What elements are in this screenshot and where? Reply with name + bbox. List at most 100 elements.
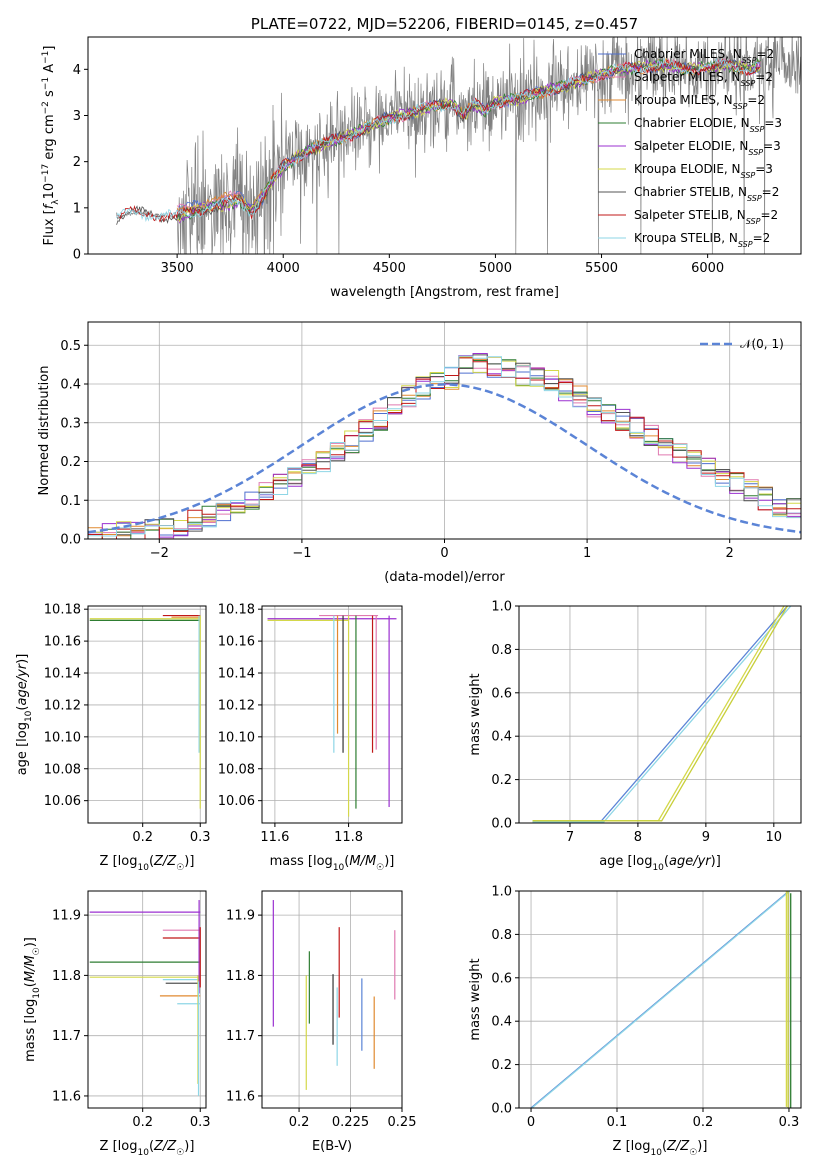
y-tick-label: 11.8 (52, 969, 81, 984)
x-axis-label: age [log10(age/yr)] (599, 854, 721, 873)
plot-area (519, 891, 801, 1108)
cumulative-line (785, 891, 789, 1107)
y-tick-label: 11.7 (52, 1029, 81, 1044)
legend-entry: Chabrier MILES, NSSP=2 (634, 47, 774, 65)
x-tick-label: 7 (566, 830, 574, 845)
y-tick-label: 11.8 (226, 969, 255, 984)
x-tick-label: 0 (527, 1115, 535, 1130)
histogram-step (88, 355, 801, 539)
y-tick-label: 10.18 (44, 603, 81, 618)
x-tick-label: 9 (702, 830, 710, 845)
cumulative-line (531, 891, 791, 1108)
x-tick-label: 2 (726, 546, 734, 561)
x-tick-label: 0.225 (332, 1115, 369, 1130)
x-tick-label: 4500 (373, 261, 406, 276)
y-tick-label: 0.0 (60, 533, 81, 548)
x-tick-label: 8 (634, 830, 642, 845)
y-tick-label: 2 (73, 155, 81, 170)
axes-frame (261, 890, 403, 1109)
chart-residuals: −2 −1 0 1 2 0.0 0.1 0.2 0.3 0.4 0.5 (data-model)/er… (37, 321, 802, 585)
y-tick-label: 0.6 (491, 971, 512, 986)
plot-area (519, 606, 801, 823)
axes-frame (87, 321, 802, 540)
chart-mass-vs-ebv: 0.2 0.225 0.25 11.6 11.7 11.8 11.9 E(B-V) (226, 890, 417, 1154)
axes-frame (518, 890, 802, 1109)
y-tick-label: 0.8 (491, 643, 512, 658)
y-tick-label: 0.8 (491, 928, 512, 943)
y-tick-label: 10.12 (218, 698, 255, 713)
plot-area (88, 606, 206, 823)
plot-area (116, 37, 801, 254)
axes-frame (87, 605, 207, 824)
cumulative-line (532, 606, 788, 823)
x-tick-label: 10 (766, 830, 783, 845)
y-tick-label: 0.0 (491, 1102, 512, 1117)
x-tick-label: 0 (440, 546, 448, 561)
x-tick-label: 3500 (161, 261, 194, 276)
chart-age-vs-mass: 11.6 11.8 10.06 10.08 10.10 10.12 10.14 10.16 10… (218, 603, 403, 873)
x-tick-label: 0.2 (132, 830, 153, 845)
axes-frame (87, 890, 207, 1109)
y-axis-label: mass weight (468, 673, 483, 755)
x-tick-label: 11.6 (260, 830, 289, 845)
x-tick-label: 6000 (691, 261, 724, 276)
y-tick-label: 10.08 (218, 762, 255, 777)
legend-entry: Chabrier ELODIE, NSSP=3 (634, 116, 782, 134)
y-tick-label: 0.3 (60, 416, 81, 431)
chart-spectrum: 3500 4000 4500 5000 5500 6000 0 1 2 3 4 PLATE=0722,… (41, 15, 802, 300)
x-axis-label: Z [log10(Z/Z☉)] (100, 854, 195, 873)
plot-area (262, 606, 402, 823)
normal-curve (88, 383, 801, 534)
y-tick-label: 0.1 (60, 494, 81, 509)
plot-area (88, 322, 801, 539)
x-axis-label: Z [log10(Z/Z☉)] (613, 1139, 708, 1158)
x-tick-label: 0.3 (779, 1115, 800, 1130)
y-tick-label: 10.18 (218, 603, 255, 618)
legend: Chabrier MILES, NSSP=2 Salpeter MILES, NS… (598, 47, 782, 249)
y-tick-label: 10.12 (44, 698, 81, 713)
y-tick-label: 1.0 (491, 885, 512, 900)
y-axis-label: Normed distribution (37, 366, 52, 496)
y-tick-label: 10.08 (44, 762, 81, 777)
x-tick-label: 5000 (479, 261, 512, 276)
model-line (116, 58, 760, 223)
legend-entry: Salpeter MILES, NSSP=2 (634, 70, 773, 88)
y-tick-label: 1 (73, 201, 81, 216)
chart-cum-mass-Z: 0 0.1 0.2 0.3 0.0 0.2 0.4 0.6 0.8 1.0 Z [log10(Z/Z… (468, 885, 802, 1158)
y-tick-label: 0.2 (60, 455, 81, 470)
observed-spectrum (116, 37, 801, 254)
y-tick-label: 11.7 (226, 1029, 255, 1044)
x-tick-label: 0.25 (388, 1115, 417, 1130)
chart-title: PLATE=0722, MJD=52206, FIBERID=0145, z=0… (251, 15, 638, 33)
y-tick-label: 3 (73, 109, 81, 124)
x-tick-label: 0.2 (693, 1115, 714, 1130)
x-tick-label: 11.8 (334, 830, 363, 845)
legend-entry: Salpeter ELODIE, NSSP=3 (634, 139, 781, 157)
y-tick-label: 11.9 (226, 909, 255, 924)
y-tick-label: 0.4 (60, 378, 81, 393)
model-line (116, 58, 760, 223)
x-tick-label: 0.2 (289, 1115, 310, 1130)
axes-frame (87, 36, 802, 255)
x-axis-label: mass [log10(M/M☉)] (270, 854, 395, 873)
plot-area (88, 891, 206, 1108)
y-tick-label: 0.6 (491, 686, 512, 701)
y-tick-label: 0.5 (60, 339, 81, 354)
y-tick-label: 11.6 (226, 1089, 255, 1104)
y-tick-label: 11.9 (52, 909, 81, 924)
legend-entry: Kroupa MILES, NSSP=2 (634, 93, 765, 111)
x-axis-label: Z [log10(Z/Z☉)] (100, 1139, 195, 1158)
y-tick-label: 0 (73, 248, 81, 263)
chart-cum-mass-age: 7 8 9 10 0.0 0.2 0.4 0.6 0.8 1.0 age [log10(age/yr… (468, 600, 802, 873)
legend-entry: Kroupa ELODIE, NSSP=3 (634, 162, 773, 180)
y-tick-label: 10.14 (44, 667, 81, 682)
y-tick-label: 10.16 (44, 635, 81, 650)
y-tick-label: 10.06 (44, 794, 81, 809)
y-tick-label: 0.2 (491, 1058, 512, 1073)
y-tick-label: 10.06 (218, 794, 255, 809)
x-tick-label: −1 (292, 546, 311, 561)
y-tick-label: 0.2 (491, 773, 512, 788)
y-tick-label: 0.0 (491, 817, 512, 832)
y-axis-label: mass [log10(M/M☉)] (23, 937, 42, 1062)
